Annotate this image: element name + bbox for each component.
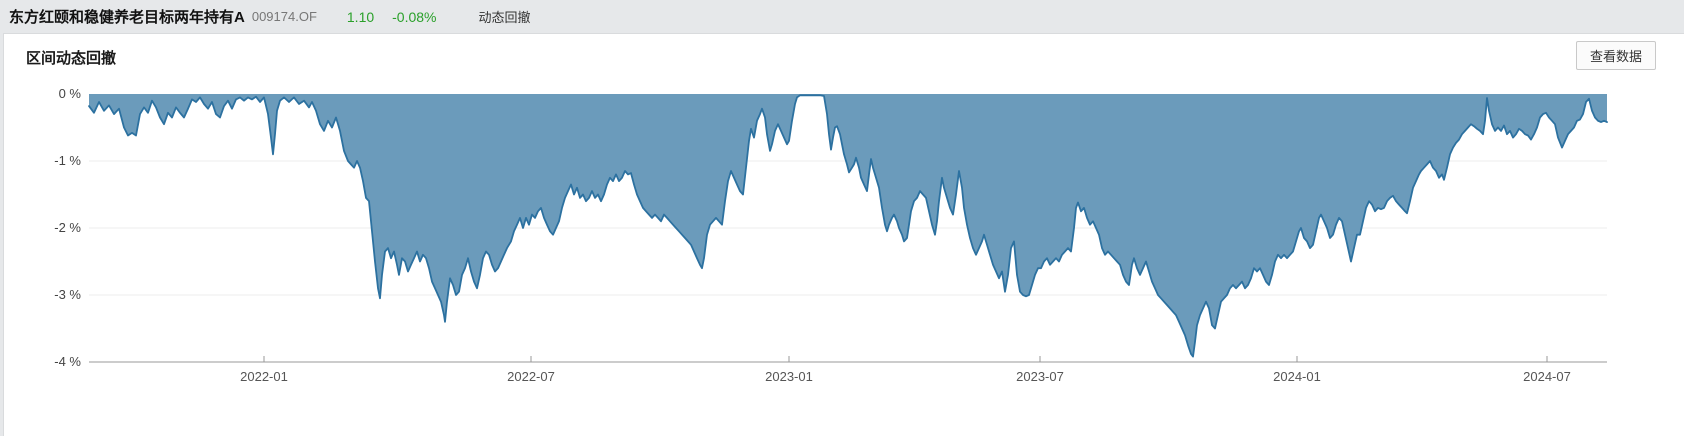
svg-text:2023-01: 2023-01 [765,369,813,384]
fund-nav-value: 1.10 [346,8,375,25]
page-header: 东方红颐和稳健养老目标两年持有A 009174.OF 1.10 -0.08% 动… [0,0,1684,33]
svg-text:-3 %: -3 % [54,287,81,302]
view-data-button[interactable]: 查看数据 [1575,41,1656,70]
fund-change-percent: -0.08% [392,8,437,25]
svg-text:0 %: 0 % [59,86,82,101]
drawdown-panel: 区间动态回撤 查看数据 2022-01 2022-07 2023-01 2023-07… [3,33,1684,436]
svg-text:2023-07: 2023-07 [1016,369,1064,384]
panel-header: 区间动态回撤 查看数据 [4,34,1684,70]
svg-text:2024-01: 2024-01 [1273,369,1321,384]
svg-text:2022-07: 2022-07 [507,369,555,384]
svg-text:2022-01: 2022-01 [240,369,288,384]
chart-svg[interactable]: 2022-01 2022-07 2023-01 2023-07 2024-01 2024-… [4,70,1684,436]
panel-title: 区间动态回撤 [26,50,117,67]
svg-text:-4 %: -4 % [54,354,81,369]
svg-text:2024-07: 2024-07 [1523,369,1571,384]
svg-text:-1 %: -1 % [54,153,81,168]
fund-code: 009174.OF [251,9,317,24]
mode-label: 动态回撤 [478,10,531,25]
fund-name: 东方红颐和稳健养老目标两年持有A [9,9,245,26]
svg-text:-2 %: -2 % [54,220,81,235]
drawdown-area-chart[interactable]: 2022-01 2022-07 2023-01 2023-07 2024-01 2024-… [4,70,1684,436]
